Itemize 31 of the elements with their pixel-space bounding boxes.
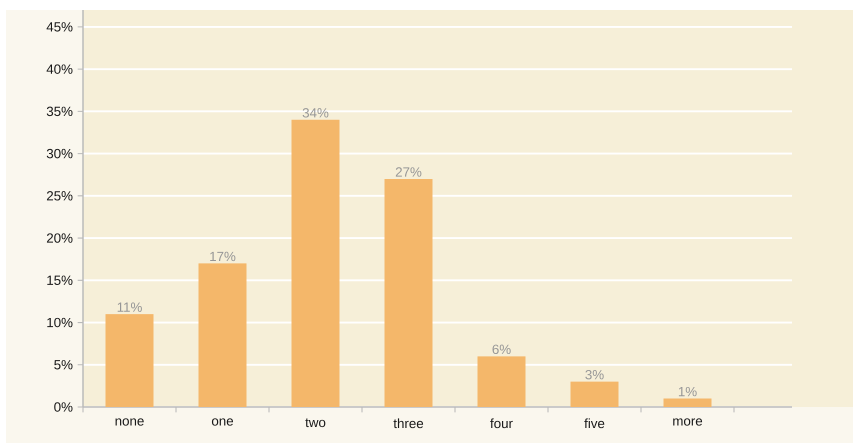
y-tick-label: 5% xyxy=(54,360,72,370)
bar xyxy=(106,314,154,407)
bar xyxy=(292,120,340,407)
data-label: 3% xyxy=(585,370,604,380)
x-tick-label: one xyxy=(212,418,234,426)
bar xyxy=(198,263,247,407)
x-tick-label: four xyxy=(490,418,513,428)
y-tick-label: 35% xyxy=(46,106,72,116)
x-tick-label: three xyxy=(394,418,424,428)
bar xyxy=(570,382,619,407)
y-tick-label: 40% xyxy=(46,64,72,74)
data-label: 17% xyxy=(210,252,236,262)
y-tick-label: 45% xyxy=(46,22,72,32)
bar xyxy=(664,398,712,407)
y-tick-label: 10% xyxy=(47,318,72,328)
y-tick-label: 30% xyxy=(46,148,72,158)
x-tick-label: more xyxy=(673,418,702,426)
y-tick-label: 25% xyxy=(46,191,72,201)
x-tick-label: five xyxy=(584,418,604,428)
x-tick-label: none xyxy=(116,418,144,426)
x-tick-label: two xyxy=(305,418,326,428)
bar xyxy=(384,178,432,407)
y-tick-label: 20% xyxy=(46,233,72,243)
data-label: 27% xyxy=(396,167,422,177)
y-tick-label: 0% xyxy=(54,402,72,412)
data-label: 34% xyxy=(302,108,328,118)
y-tick-label: 15% xyxy=(47,276,72,285)
data-label: 1% xyxy=(678,386,697,396)
bar xyxy=(478,356,526,407)
data-label: 11% xyxy=(118,302,142,312)
data-label: 6% xyxy=(492,344,511,354)
